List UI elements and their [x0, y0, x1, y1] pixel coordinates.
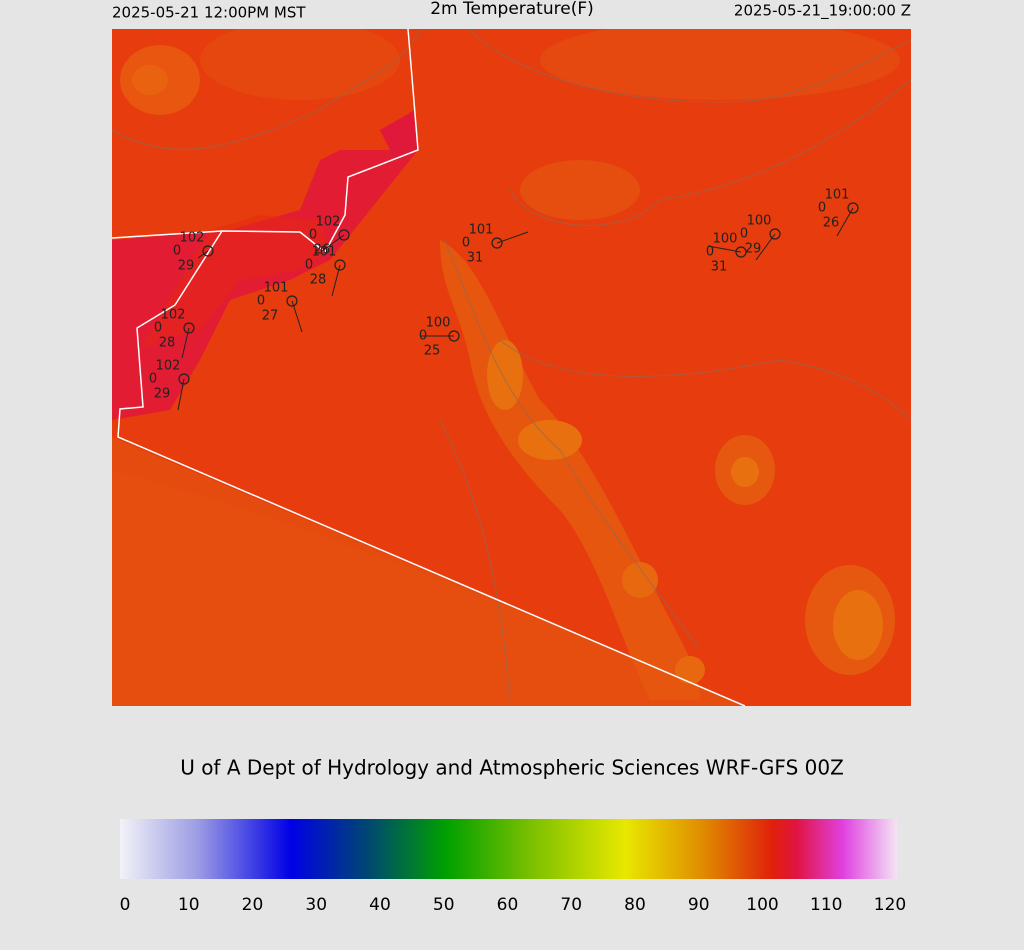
map-title: 2m Temperature(F): [430, 0, 594, 19]
colorbar-tick-label: 20: [242, 895, 264, 915]
station-wind: 0: [149, 372, 157, 387]
colorbar-tick-label: 70: [560, 895, 582, 915]
colorbar-tick-label: 10: [178, 895, 200, 915]
station-circle: [847, 202, 859, 214]
station-circle: [178, 373, 190, 385]
colorbar-tick-label: 80: [624, 895, 646, 915]
station-circle: [735, 246, 747, 258]
station-circle: [202, 245, 214, 257]
colorbar-tick-label: 60: [497, 895, 519, 915]
valid-utc: 2025-05-21_19:00:00 Z: [734, 2, 911, 21]
colorbar-ticks: 0 10 20 30 40 50 60 70 80 90 100 110 120: [120, 895, 907, 915]
station-dew: 29: [745, 242, 762, 257]
station-wind: 0: [818, 201, 826, 216]
map: [112, 29, 911, 706]
station-temp: 101: [264, 281, 289, 296]
station-dew: 31: [711, 260, 728, 275]
station-plots: 1020291020261010281010271020281020291010…: [149, 188, 859, 411]
station-temp: 102: [316, 215, 341, 230]
station-circle: [491, 237, 503, 249]
credit: U of A Dept of Hydrology and Atmospheric…: [180, 756, 844, 780]
station-dew: 26: [823, 216, 840, 231]
colorbar-tick-label: 40: [369, 895, 391, 915]
station-wind: 0: [706, 245, 714, 260]
station-circle: [769, 228, 781, 240]
colorbar-tick-label: 30: [305, 895, 327, 915]
colorbar: [120, 819, 897, 879]
colorbar-tick-label: 100: [746, 895, 778, 915]
station-temp: 100: [713, 232, 738, 247]
station-temp: 100: [426, 316, 451, 331]
station-wind: 0: [154, 321, 162, 336]
colorbar-tick-label: 0: [120, 895, 131, 915]
valid-local: 2025-05-21 12:00PM MST: [112, 4, 306, 22]
colorbar-tick-label: 90: [688, 895, 710, 915]
station-wind: 0: [740, 227, 748, 242]
station-temp: 101: [469, 223, 494, 238]
station-dew: 27: [262, 309, 279, 324]
station-dew: 29: [154, 387, 171, 402]
station-wind: 0: [173, 244, 181, 259]
station-wind: 0: [257, 294, 265, 309]
station-dew: 31: [467, 251, 484, 266]
station-temp: 102: [156, 359, 181, 374]
station-wind: 0: [309, 228, 317, 243]
station-circle: [338, 229, 350, 241]
station-circle: [334, 259, 346, 271]
station-temp: 101: [312, 245, 337, 260]
station-circle: [286, 295, 298, 307]
colorbar-tick-label: 120: [874, 895, 906, 915]
station-dew: 29: [178, 259, 195, 274]
station-circle: [448, 330, 460, 342]
station-dew: 25: [424, 344, 441, 359]
station-circle: [183, 322, 195, 334]
station-temp: 101: [825, 188, 850, 203]
station-wind: 0: [305, 258, 313, 273]
station-wind: 0: [419, 329, 427, 344]
station-wind: 0: [462, 236, 470, 251]
station-temp: 102: [180, 231, 205, 246]
wind-barb: [197, 250, 209, 259]
station-dew: 26: [314, 243, 331, 258]
station-dew: 28: [159, 336, 176, 351]
colorbar-tick-label: 110: [810, 895, 842, 915]
station-temp: 100: [747, 214, 772, 229]
colorbar-tick-label: 50: [433, 895, 455, 915]
station-temp: 102: [161, 308, 186, 323]
station-dew: 28: [310, 273, 327, 288]
